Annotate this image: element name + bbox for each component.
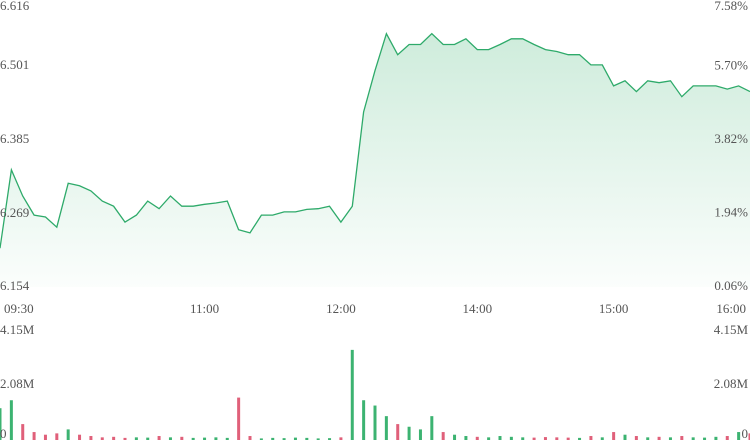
volume-bar [21, 424, 25, 440]
volume-bar [203, 437, 207, 440]
volume-bar [441, 432, 445, 440]
volume-bar [350, 349, 354, 440]
y-tick-label: 6.616 [0, 0, 30, 13]
y-tick-label: 6.269 [0, 205, 29, 220]
volume-bar [430, 416, 434, 440]
volume-bar [600, 437, 604, 440]
volume-bar [691, 437, 695, 440]
price-line [0, 32, 750, 249]
volume-bar [566, 437, 570, 440]
volume-bar [282, 438, 286, 440]
volume-bar [737, 432, 741, 440]
volume-bar [112, 436, 116, 440]
y-tick-label: 6.501 [0, 57, 29, 72]
x-tick-label: 11:00 [190, 301, 219, 316]
volume-bar [407, 426, 411, 440]
volume-bar [32, 432, 36, 440]
volume-bar [55, 433, 59, 440]
volume-bar [362, 400, 366, 440]
y2-tick-label: 1.94% [714, 204, 748, 219]
volume-tick-label: 2.08M [714, 376, 749, 391]
volume-tick-label: 0 [0, 426, 7, 441]
volume-bar [487, 437, 491, 440]
x-tick-label: 15:00 [599, 301, 629, 316]
volume-bar [9, 400, 13, 440]
volume-bar [89, 436, 93, 440]
y2-tick-label: 0.06% [714, 278, 748, 293]
volume-bar [191, 437, 195, 440]
volume-bar [555, 437, 559, 440]
volume-bar [714, 436, 718, 440]
volume-bar [157, 436, 161, 440]
volume-bar [623, 434, 627, 440]
volume-bar [225, 437, 229, 440]
volume-bar [146, 437, 150, 440]
volume-bar [464, 436, 468, 440]
volume-bar [646, 437, 650, 440]
volume-tick-label: 4.15M [0, 322, 35, 337]
volume-bar [316, 438, 320, 440]
volume-bar [328, 438, 332, 440]
volume-bar [0, 408, 2, 440]
volume-bar [509, 436, 513, 440]
volume-bar [123, 437, 127, 440]
volume-bar [748, 433, 750, 440]
volume-bar [78, 434, 82, 440]
volume-bar [180, 436, 184, 440]
volume-bar [668, 437, 672, 440]
volume-bar [43, 434, 47, 440]
volume-bar [543, 437, 547, 440]
volume-bar [532, 437, 536, 440]
volume-bar [259, 438, 263, 440]
volume-bar [100, 437, 104, 440]
volume-bar [134, 437, 138, 440]
y2-tick-label: 3.82% [714, 131, 748, 146]
x-tick-label: 09:30 [4, 301, 34, 316]
volume-bar [418, 429, 422, 440]
volume-bar [578, 437, 582, 440]
y-tick-label: 6.385 [0, 131, 29, 146]
volume-bar [248, 436, 252, 440]
volume-tick-label: 2.08M [0, 376, 35, 391]
x-tick-label: 14:00 [462, 301, 492, 316]
volume-bar [521, 437, 525, 440]
volume-bar [214, 437, 218, 440]
volume-tick-label: 4.15M [714, 322, 749, 337]
volume-bar [305, 437, 309, 440]
volume-bar [589, 436, 593, 440]
volume-bar [498, 436, 502, 440]
volume-bar [396, 424, 400, 440]
volume-bar [475, 436, 479, 440]
volume-bar [237, 397, 241, 440]
area-fill [0, 33, 750, 288]
volume-bar [453, 434, 457, 440]
y2-tick-label: 7.58% [714, 0, 748, 13]
x-tick-label: 12:00 [326, 301, 356, 316]
volume-bar [373, 405, 377, 440]
volume-bar [612, 432, 616, 440]
volume-bar [271, 437, 275, 440]
volume-bar [293, 437, 297, 440]
volume-bar [725, 436, 729, 440]
volume-bar [657, 436, 661, 440]
x-tick-label: 16:00 [716, 301, 746, 316]
volume-bar [634, 436, 638, 440]
volume-bar [703, 437, 707, 440]
volume-bar [384, 416, 388, 440]
volume-bar [339, 437, 343, 440]
volume-tick-label: 0 [742, 426, 749, 441]
volume-bar [66, 429, 70, 440]
volume-bar [680, 436, 684, 440]
y2-tick-label: 5.70% [714, 57, 748, 72]
volume-bar [168, 437, 172, 440]
y-tick-label: 6.154 [0, 278, 30, 293]
